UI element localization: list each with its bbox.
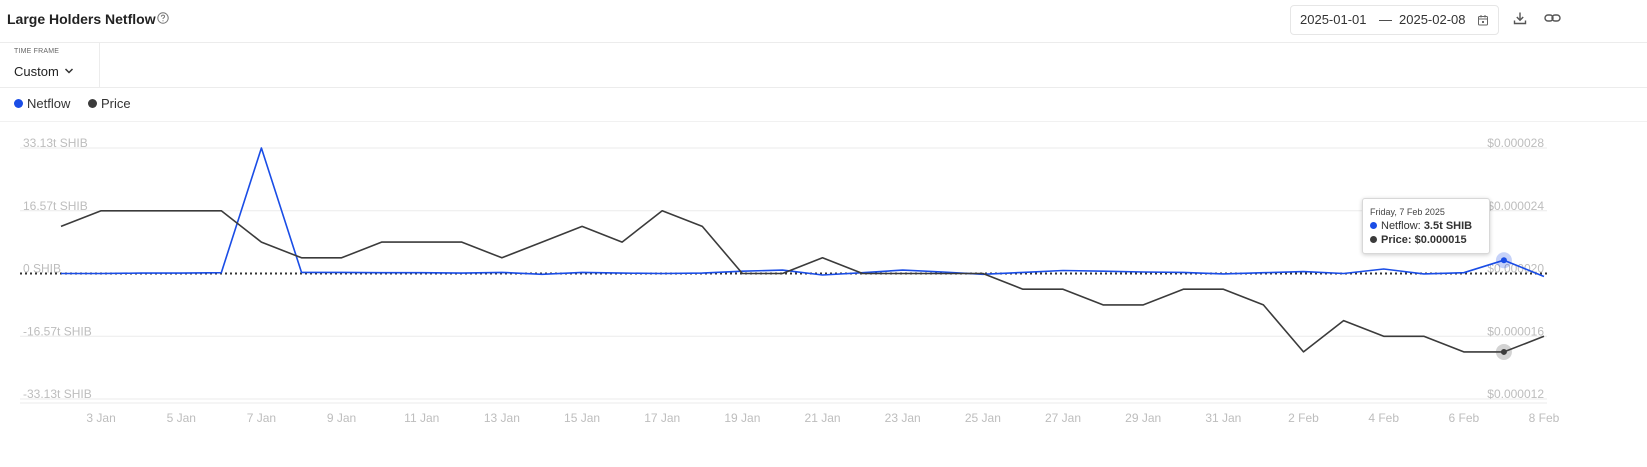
x-tick-label: 21 Jan (805, 411, 841, 425)
netflow-highlight-point (1500, 257, 1507, 264)
x-tick-label: 9 Jan (327, 411, 356, 425)
legend-label-netflow: Netflow (27, 96, 71, 111)
y-right-tick-label: $0.000016 (1487, 324, 1544, 338)
date-range-picker[interactable]: 2025-01-01 — 2025-02-08 (1290, 5, 1499, 35)
netflow-series-line (61, 147, 1545, 278)
date-end[interactable]: 2025-02-08 (1399, 12, 1466, 27)
x-tick-label: 17 Jan (644, 411, 680, 425)
x-tick-label: 4 Feb (1368, 411, 1399, 425)
x-tick-label: 31 Jan (1205, 411, 1241, 425)
date-separator: — (1379, 12, 1392, 27)
price-highlight-point (1500, 348, 1507, 355)
y-left-tick-label: 0 SHIB (23, 262, 61, 276)
x-tick-label: 2 Feb (1288, 411, 1319, 425)
tooltip-price-value: $0.000015 (1414, 234, 1467, 246)
chart-tooltip: Friday, 7 Feb 2025 Netflow: 3.5t SHIB Pr… (1362, 198, 1490, 254)
y-left-tick-label: -16.57t SHIB (23, 324, 92, 338)
x-tick-label: 29 Jan (1125, 411, 1161, 425)
tooltip-netflow-value: 3.5t SHIB (1423, 220, 1473, 232)
tooltip-dot-price (1370, 236, 1377, 243)
legend-label-price: Price (101, 96, 131, 111)
y-right-tick-label: $0.000012 (1487, 387, 1544, 401)
x-tick-label: 27 Jan (1045, 411, 1081, 425)
date-start[interactable]: 2025-01-01 (1300, 12, 1367, 27)
tooltip-date: Friday, 7 Feb 2025 (1370, 207, 1445, 217)
y-left-tick-label: -33.13t SHIB (23, 387, 92, 401)
y-right-tick-label: $0.000020 (1487, 262, 1544, 276)
x-tick-label: 15 Jan (564, 411, 600, 425)
timeframe-selector[interactable]: TIME FRAME Custom (0, 42, 100, 87)
legend-item-netflow[interactable]: Netflow (14, 96, 70, 111)
chart-title: Large Holders Netflow (7, 11, 156, 27)
tooltip-row-price: Price: $0.000015 (1370, 234, 1467, 246)
x-tick-label: 3 Jan (86, 411, 115, 425)
timeframe-value[interactable]: Custom (14, 64, 59, 79)
x-tick-label: 6 Feb (1448, 411, 1479, 425)
tooltip-row-netflow: Netflow: 3.5t SHIB (1370, 220, 1472, 232)
divider (0, 87, 1647, 88)
calendar-icon[interactable] (1477, 14, 1489, 26)
download-icon[interactable] (1513, 11, 1527, 25)
y-right-tick-label: $0.000028 (1487, 136, 1544, 150)
link-icon[interactable] (1544, 11, 1561, 25)
tooltip-netflow-label: Netflow: (1381, 220, 1421, 232)
legend-item-price[interactable]: Price (88, 96, 131, 111)
legend-dot-netflow (14, 99, 23, 108)
x-tick-label: 11 Jan (404, 411, 439, 425)
timeframe-label: TIME FRAME (14, 48, 60, 55)
y-right-tick-label: $0.000024 (1487, 199, 1544, 213)
x-tick-label: 19 Jan (724, 411, 760, 425)
x-tick-label: 23 Jan (885, 411, 921, 425)
legend-dot-price (88, 99, 97, 108)
y-left-tick-label: 16.57t SHIB (23, 199, 88, 213)
chevron-down-icon[interactable] (64, 67, 74, 75)
x-tick-label: 25 Jan (965, 411, 1001, 425)
y-left-tick-label: 33.13t SHIB (23, 136, 88, 150)
x-tick-label: 5 Jan (167, 411, 196, 425)
tooltip-price-label: Price: (1381, 234, 1412, 246)
panel-header: Large Holders Netflow 2025-01-01 — 2025-… (0, 0, 1647, 43)
x-tick-label: 7 Jan (247, 411, 276, 425)
divider (0, 121, 1647, 122)
price-series-line (60, 210, 1545, 353)
tooltip-dot-netflow (1370, 222, 1377, 229)
help-icon[interactable] (157, 12, 169, 24)
x-tick-label: 8 Feb (1529, 411, 1560, 425)
x-tick-label: 13 Jan (484, 411, 520, 425)
